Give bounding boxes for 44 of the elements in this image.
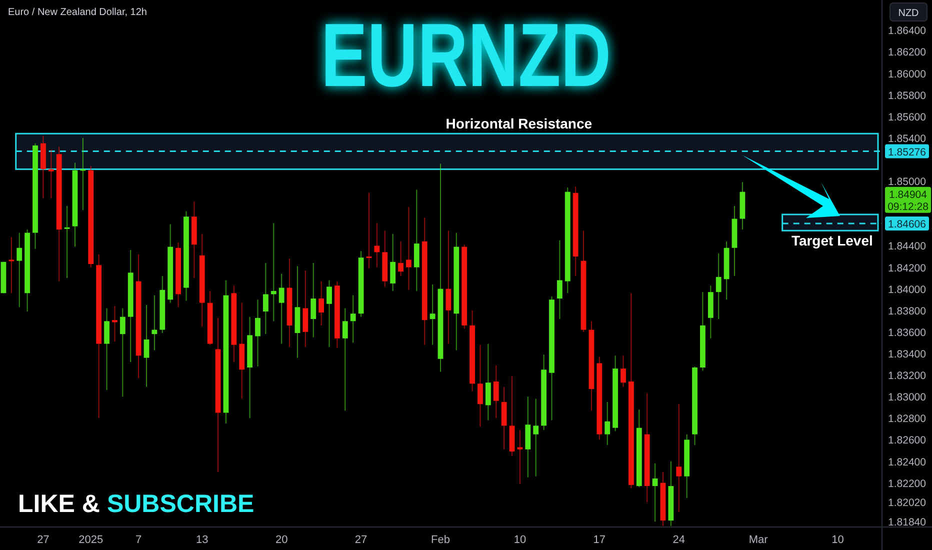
annotation: LIKE &: [18, 490, 100, 518]
x-tick-label: 10: [514, 534, 526, 546]
y-tick-label: 1.84000: [888, 284, 926, 296]
y-tick-label: 1.85800: [888, 90, 926, 102]
text: 09:12:28: [888, 200, 929, 213]
x-tick-label: 27: [354, 534, 368, 546]
x-tick-label: Feb: [431, 534, 450, 546]
y-tick-label: 1.85600: [888, 111, 926, 124]
x-tick-label: 27: [37, 534, 50, 546]
text: Euro / New Zealand Dollar, 12h: [8, 7, 147, 18]
y-tick-label: 1.82400: [888, 456, 926, 468]
y-tick-label: 1.85000: [888, 176, 926, 188]
y-tick-label: 1.83200: [888, 370, 926, 382]
y-tick-label: 1.84200: [888, 262, 926, 274]
y-tick-label: 1.86000: [888, 68, 926, 80]
y-tick-label: 1.82600: [888, 434, 926, 447]
y-tick-label: 1.84400: [888, 240, 926, 253]
ref-line-label: 1.84606: [888, 218, 926, 231]
x-tick-label: 24: [672, 534, 686, 546]
y-tick-label: 1.83400: [888, 348, 926, 360]
x-tick-label: Mar: [748, 534, 768, 546]
ref-line-label: 1.85276: [888, 146, 926, 158]
chart-title: EURNZD: [321, 6, 696, 106]
annotation: SUBSCRIBE: [106, 490, 254, 518]
x-tick-label: 13: [196, 534, 208, 546]
y-tick-label: 1.83000: [888, 392, 926, 404]
band-label: Horizontal Resistance: [446, 116, 592, 132]
x-tick-label: 2025: [78, 534, 104, 546]
text: 1.84904: [889, 188, 928, 201]
band-label: Target Level: [791, 232, 873, 249]
y-tick-label: 1.85400: [888, 132, 926, 145]
y-tick-label: 1.83800: [888, 305, 926, 318]
x-tick-label: 20: [275, 534, 288, 546]
y-tick-label: 1.81840: [888, 516, 926, 529]
y-tick-label: 1.86400: [888, 25, 926, 38]
y-tick-label: 1.82800: [888, 413, 926, 426]
y-tick-label: 1.83600: [888, 326, 926, 339]
x-tick-label: 17: [593, 534, 606, 546]
y-axis-title: NZD: [898, 8, 919, 19]
x-tick-label: 10: [832, 534, 844, 546]
y-tick-label: 1.86200: [888, 46, 926, 59]
y-tick-label: 1.82020: [888, 497, 926, 510]
x-tick-label: 7: [135, 534, 142, 546]
y-tick-label: 1.82200: [888, 478, 926, 490]
